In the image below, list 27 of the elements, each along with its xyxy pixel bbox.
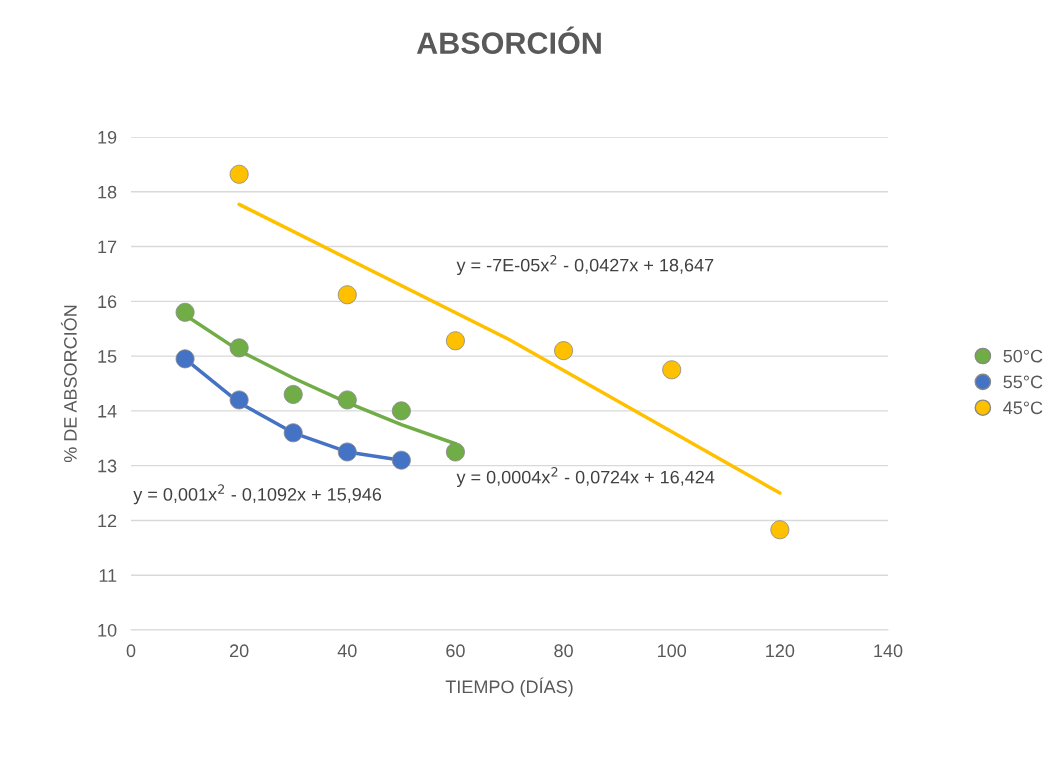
annotation: y = -7E-05x$^{2}$ - 0,0427x + 18,647 [456, 255, 714, 276]
annotation: y = 0,001x$^{2}$ - 0,1092x + 15,946 [133, 484, 382, 505]
y-tick-label: 16 [98, 295, 117, 309]
annotation: y = 0,0004x$^{2}$ - 0,0724x + 16,424 [456, 467, 715, 488]
x-tick-label: 140 [874, 644, 903, 658]
legend-label: 55°C [1003, 375, 1043, 389]
x-tick-label: 20 [230, 644, 249, 658]
y-tick-label: 13 [98, 459, 117, 473]
y-tick-label: 14 [98, 405, 117, 418]
x-tick-label: 60 [446, 644, 465, 658]
legend-label: 45°C [1003, 401, 1043, 415]
x-tick-label: 40 [337, 644, 357, 658]
x-tick-label: 80 [554, 644, 573, 658]
y-tick-label: 11 [99, 569, 117, 582]
x-axis-title: TIEMPO (DÍAS) [445, 677, 573, 697]
y-tick-label: 15 [98, 350, 117, 363]
y-tick-label: 10 [98, 623, 117, 637]
x-tick-label: 120 [766, 644, 795, 658]
x-tick-label: 100 [658, 644, 687, 658]
x-tick-label: 0 [126, 644, 136, 658]
y-tick-label: 17 [98, 240, 117, 254]
y-tick-label: 18 [98, 185, 117, 199]
y-tick-label: 19 [98, 130, 117, 144]
legend-label: 50°C [1003, 349, 1043, 363]
y-tick-label: 12 [98, 514, 117, 527]
y-axis-title: % DE ABSORCIÓN [60, 305, 77, 463]
chart-title: ABSORCIÓN [416, 26, 601, 54]
